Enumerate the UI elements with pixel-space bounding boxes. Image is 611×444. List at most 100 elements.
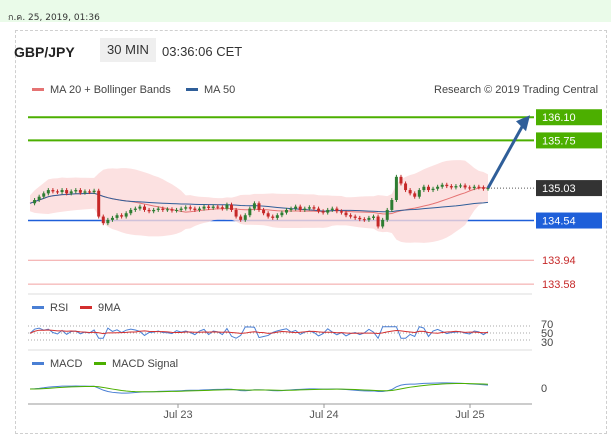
rsi-legend-swatch xyxy=(32,306,44,309)
candle-body xyxy=(115,215,119,218)
candle-body xyxy=(463,185,467,188)
level-label-136.10: 136.10 xyxy=(542,112,576,124)
candle-body xyxy=(184,207,188,209)
candle-body xyxy=(459,185,463,187)
candle-body xyxy=(55,191,59,193)
candle-body xyxy=(202,206,206,209)
candle-body xyxy=(97,190,101,217)
candle-body xyxy=(230,204,234,210)
candle-body xyxy=(307,207,311,209)
candle-body xyxy=(243,215,247,220)
candle-body xyxy=(394,176,398,200)
x-ticks: Jul 23 Jul 24 Jul 25 xyxy=(163,404,485,421)
candle-body xyxy=(92,190,96,193)
level-tag-136.10 xyxy=(536,109,602,126)
candle-body xyxy=(143,206,146,210)
candles-layer xyxy=(33,174,490,229)
x-tick-label: Jul 23 xyxy=(163,409,192,421)
ma20-legend-swatch xyxy=(32,88,44,91)
candle-body xyxy=(161,208,165,210)
candle-body xyxy=(390,200,394,210)
rsi-30-label: 30 xyxy=(541,337,553,349)
candle-body xyxy=(404,183,408,191)
macd-line xyxy=(29,382,489,394)
candle-body xyxy=(317,208,321,212)
candle-body xyxy=(271,216,275,218)
candle-body xyxy=(335,208,339,212)
candle-body xyxy=(193,208,197,210)
candle-body xyxy=(321,211,325,213)
macd-signal-legend: MACD Signal xyxy=(112,358,178,370)
candle-body xyxy=(211,206,215,208)
rsi9ma-legend: 9MA xyxy=(98,302,121,314)
candle-body xyxy=(449,186,453,188)
level-tag-134.54 xyxy=(536,212,602,229)
candle-body xyxy=(179,208,183,210)
candle-body xyxy=(413,193,417,197)
projection-arrow xyxy=(486,115,530,189)
macd-zero-label: 0 xyxy=(541,383,547,395)
candle-body xyxy=(220,207,224,209)
candle-body xyxy=(385,209,389,220)
candle-body xyxy=(74,190,78,192)
candle-body xyxy=(46,190,50,194)
candle-body xyxy=(257,203,261,210)
rsi-9ma-line xyxy=(29,329,489,335)
candle-body xyxy=(239,216,243,220)
rsi-70-label: 70 xyxy=(541,319,553,331)
level-label-133.58: 133.58 xyxy=(542,279,576,291)
candle-body xyxy=(289,208,293,210)
candle-body xyxy=(110,217,114,220)
candle-body xyxy=(477,186,481,188)
x-tick-label: Jul 25 xyxy=(455,409,484,421)
level-tag-135.75 xyxy=(536,132,602,149)
candle-body xyxy=(326,209,330,213)
candle-body xyxy=(399,176,403,184)
macd-signal-line xyxy=(29,382,489,393)
candle-body xyxy=(216,206,220,208)
x-tick-label: Jul 24 xyxy=(309,409,338,421)
candle-body xyxy=(381,219,385,227)
candle-body xyxy=(225,204,229,209)
candle-body xyxy=(284,209,288,213)
candle-body xyxy=(252,203,256,209)
candle-body xyxy=(262,209,266,214)
candle-body xyxy=(197,208,201,210)
clock: 03:36:06 CET xyxy=(162,44,243,59)
candle-body xyxy=(165,209,169,211)
rsi9ma-legend-swatch xyxy=(80,306,92,309)
candle-body xyxy=(426,186,430,191)
level-label-133.94: 133.94 xyxy=(542,255,576,267)
candle-body xyxy=(349,215,353,217)
candle-body xyxy=(362,219,366,221)
candle-body xyxy=(440,184,444,187)
projection-head xyxy=(516,115,530,132)
candle-body xyxy=(78,190,82,193)
candle-body xyxy=(312,207,316,209)
level-label-135.03: 135.03 xyxy=(542,183,576,195)
candle-body xyxy=(42,193,46,197)
candle-body xyxy=(303,208,307,210)
level-labels: 136.10 135.75 135.03 134.54 133.94 133.58 xyxy=(536,109,602,291)
candle-body xyxy=(60,190,64,193)
candle-body xyxy=(431,188,435,191)
candle-body xyxy=(330,208,334,210)
candle-body xyxy=(83,191,87,193)
candle-body xyxy=(124,213,128,217)
candle-body xyxy=(344,212,348,216)
macd-legend-swatch xyxy=(32,362,44,365)
candle-body xyxy=(33,200,37,204)
rsi-line xyxy=(29,326,489,340)
timeframe-selector[interactable]: 30 MIN xyxy=(100,38,156,62)
timestamp-bar: ก.ค. 25, 2019, 01:36 xyxy=(0,0,611,23)
candle-body xyxy=(170,209,174,211)
candle-body xyxy=(147,209,151,212)
candle-body xyxy=(454,186,458,188)
candle-body xyxy=(101,216,105,224)
candle-body xyxy=(69,191,73,194)
candle-body xyxy=(339,211,343,213)
candle-body xyxy=(275,215,279,218)
rsi-50-label: 50 xyxy=(541,328,553,340)
candle-body xyxy=(133,208,137,210)
candle-body xyxy=(486,188,490,190)
